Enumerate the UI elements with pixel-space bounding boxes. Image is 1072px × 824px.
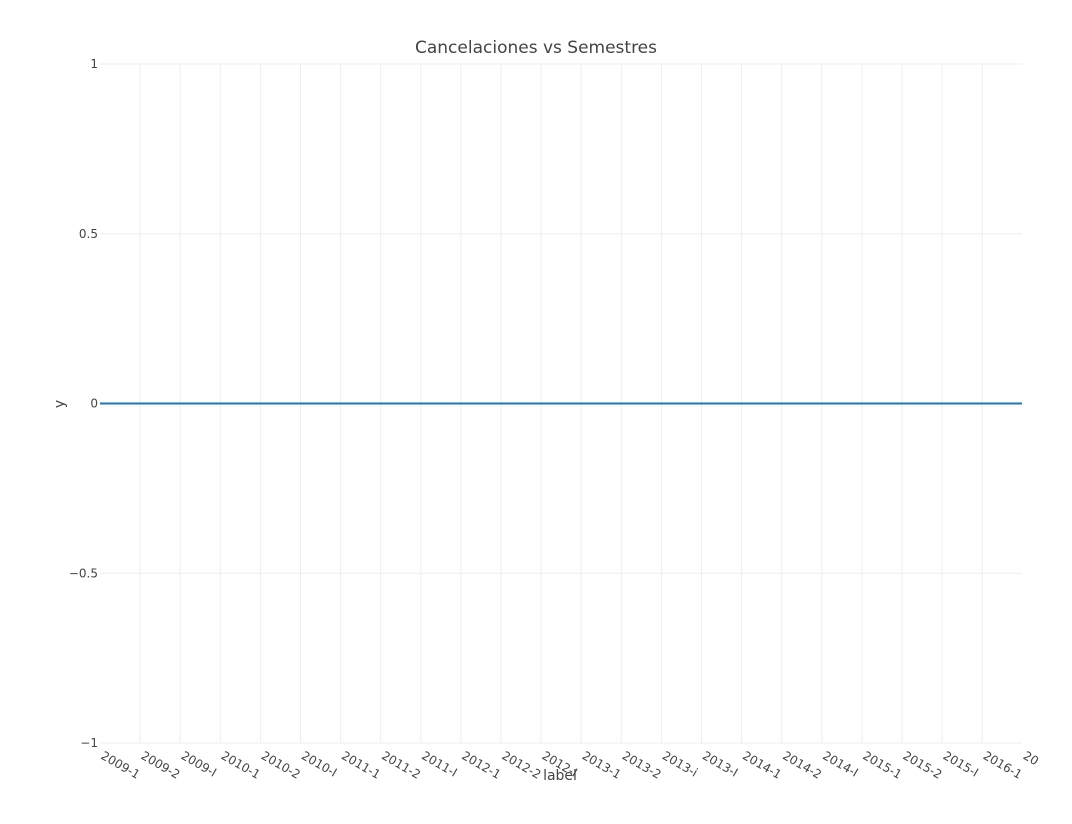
x-tick-label: 2012-1 (459, 748, 503, 781)
x-tick-label: 20 (1021, 748, 1041, 768)
x-tick-label: 2014-1 (740, 748, 784, 781)
x-tick-label: 2010-I (299, 748, 339, 779)
x-tick-label: 2013-i (660, 748, 700, 779)
x-tick-label: 2015-2 (901, 748, 945, 781)
y-tick-label: 1 (90, 57, 98, 71)
chart-title: Cancelaciones vs Semestres (415, 38, 657, 58)
x-tick-label: 2012-2 (500, 748, 544, 781)
y-tick-label: −1 (80, 736, 98, 750)
x-tick-label: 2013-I (700, 748, 740, 779)
x-tick-label: 2014-2 (780, 748, 824, 781)
x-tick-label: 2009-2 (139, 748, 183, 781)
x-tick-label: 2011-I (419, 748, 459, 779)
x-tick-label: 2010-1 (219, 748, 263, 781)
x-tick-label: 2011-1 (339, 748, 383, 781)
x-tick-label: 2015-I (941, 748, 981, 779)
y-tick-label: −0.5 (69, 566, 98, 580)
x-tick-label: 2015-1 (860, 748, 904, 781)
x-tick-label: 2013-2 (620, 748, 664, 781)
x-tick-label: 2013-1 (580, 748, 624, 781)
x-tick-label: 2009-1 (99, 748, 143, 781)
y-tick-label: 0.5 (79, 227, 98, 241)
y-axis-title: y (52, 400, 68, 408)
y-tick-label: 0 (90, 397, 98, 411)
x-tick-label: 2014-I (820, 748, 860, 779)
x-tick-label: 2011-2 (379, 748, 423, 781)
x-tick-label: 2010-2 (259, 748, 303, 781)
y-tick-labels: 1 0.5 0 −0.5 −1 (69, 57, 98, 750)
x-tick-label: 2009-I (179, 748, 219, 779)
x-axis-title: label (543, 768, 577, 784)
x-tick-label: 2016-1 (981, 748, 1025, 781)
